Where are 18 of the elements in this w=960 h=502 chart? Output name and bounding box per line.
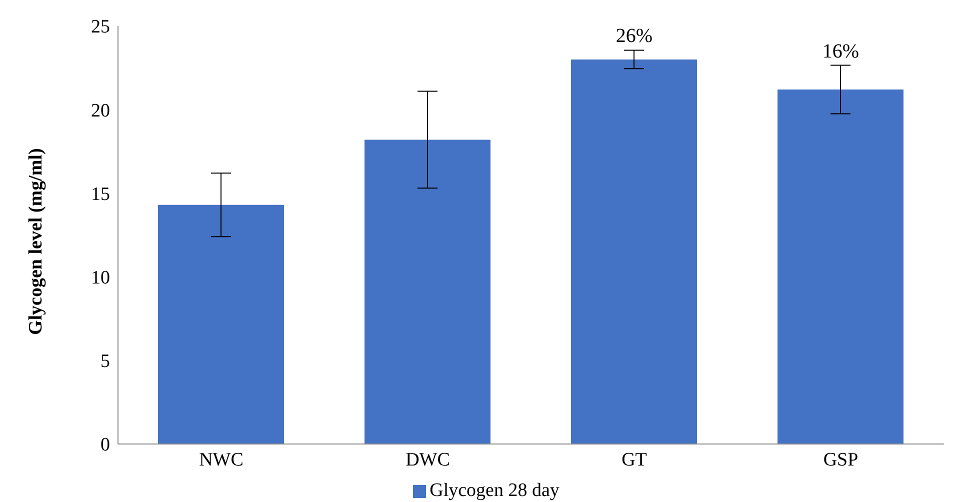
bar [364,140,490,444]
bar [571,59,697,444]
y-tick-label: 15 [91,184,110,205]
y-tick-label: 25 [91,16,110,38]
bar [778,90,904,444]
y-tick-label: 5 [100,351,110,372]
annotation: 16% [822,40,860,62]
y-tick-label: 20 [91,100,110,122]
y-axis-title: Glycogen level (mg/ml) [26,148,47,335]
y-tick-label: 0 [100,434,110,456]
bar [158,204,284,444]
x-tick-label: NWC [199,449,244,470]
x-tick-label: GT [622,449,648,470]
x-tick-label: DWC [406,449,450,470]
x-tick-label: GSP [823,449,858,470]
legend-label: Glycogen 28 day [430,480,560,501]
y-tick-label: 10 [91,268,110,289]
annotation: 26% [616,25,653,48]
